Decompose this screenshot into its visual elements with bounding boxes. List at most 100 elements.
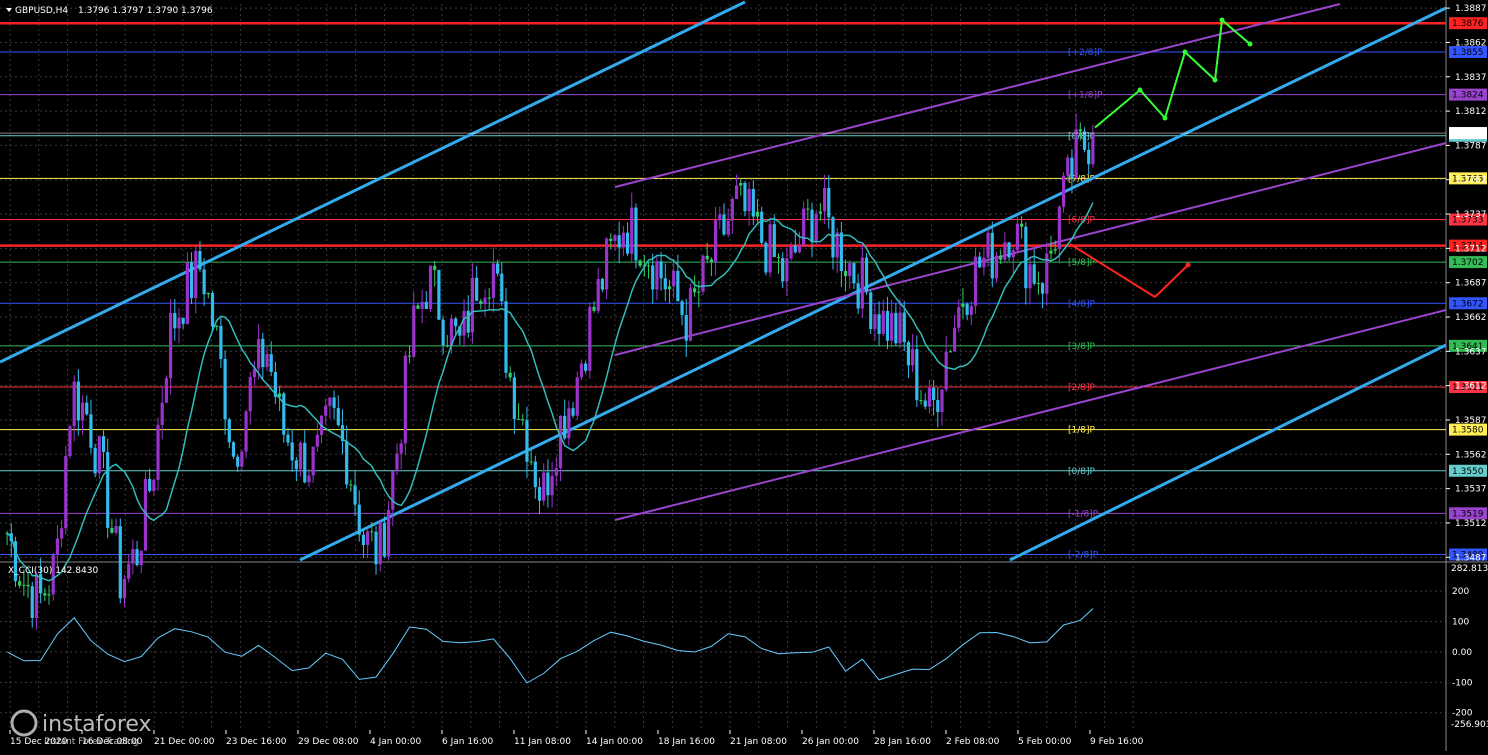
price-tag-value: 1.3672: [1452, 299, 1484, 309]
price-tag-value: 1.3641: [1452, 342, 1484, 352]
candle-body: [919, 400, 923, 402]
price-tag: [1449, 172, 1487, 185]
candle-body: [802, 208, 806, 246]
candle-body: [537, 487, 542, 501]
candle-body: [378, 522, 382, 565]
candle-body: [508, 372, 512, 378]
candle-body: [43, 593, 47, 596]
candle-body: [240, 451, 244, 467]
collapse-triangle-icon[interactable]: [6, 8, 12, 12]
time-axis: 15 Dec 2020 16 Dec 08:00 21 Dec 00:00 23 De…: [9, 730, 1144, 747]
cci-tick-label: 200: [1452, 587, 1469, 597]
candle-body: [148, 478, 152, 491]
candle-body: [563, 415, 567, 439]
candle-body: [672, 270, 676, 287]
candle-body: [915, 349, 919, 401]
candle-body: [567, 408, 571, 439]
chart-header[interactable]: GBPUSD,H4 1.3796 1.3797 1.3790 1.3796: [6, 6, 213, 16]
price-tag: [1449, 339, 1487, 352]
candle-body: [487, 297, 491, 299]
price-tag: [1449, 239, 1487, 252]
candle-body: [353, 485, 357, 505]
candle-body: [202, 269, 206, 295]
candle-body: [13, 541, 18, 582]
candle-body: [206, 292, 210, 295]
candle-body: [776, 257, 781, 259]
candle-body: [789, 245, 793, 259]
candle-body: [1003, 242, 1007, 260]
forecast-down-arrowhead-icon: [1185, 262, 1191, 268]
price-tag-value: 1.3550: [1452, 467, 1484, 477]
forecast-up-segment: [1164, 51, 1186, 119]
candle-body: [282, 393, 286, 435]
candle-body: [114, 526, 118, 533]
forecast-up-segment: [1221, 19, 1251, 45]
price-tag: [1449, 548, 1487, 561]
candle-body: [764, 242, 768, 273]
price-tag-value: 1.3855: [1452, 48, 1484, 58]
candle-body: [734, 185, 739, 200]
candle-body: [210, 292, 215, 327]
candle-body: [244, 411, 248, 452]
candle-body: [898, 312, 902, 344]
price-tick-label: 1.3537: [1455, 485, 1487, 495]
forecast-up-segment: [1214, 19, 1223, 81]
candle-body: [236, 456, 240, 467]
candle-body: [848, 263, 852, 277]
time-tick-label: 29 Dec 08:00: [298, 737, 359, 747]
candle-body: [638, 260, 642, 266]
time-tick-label: 11 Jan 08:00: [514, 737, 571, 747]
candle-body: [512, 377, 516, 419]
time-tick-label: 21 Dec 00:00: [154, 737, 215, 747]
candle-body: [621, 232, 625, 248]
candle-body: [72, 381, 76, 427]
price-tag-value: 1.3489: [1452, 551, 1484, 561]
candle-body: [705, 255, 709, 260]
time-tick-label: 15 Dec 2020: [10, 737, 68, 747]
candle-body: [89, 414, 93, 448]
candle-body: [76, 381, 80, 421]
candle-body: [1057, 206, 1061, 250]
candle-body: [1082, 131, 1087, 150]
symbol-timeframe: GBPUSD,H4: [15, 6, 68, 16]
price-tag: [1449, 297, 1487, 310]
candle-body: [118, 526, 122, 599]
candle-body: [617, 235, 621, 248]
candle-body: [747, 189, 751, 212]
candle-body: [1066, 157, 1070, 176]
candle-body: [60, 528, 64, 539]
candle-body: [827, 188, 831, 218]
candle-body: [831, 217, 835, 258]
candle-body: [709, 259, 713, 263]
candle-body: [936, 399, 940, 413]
candle-body: [85, 402, 89, 415]
candle-body: [416, 305, 420, 309]
price-tick-label: 1.3687: [1455, 279, 1487, 289]
murrey-level-label: [3/8]P: [1068, 342, 1096, 352]
candle-body: [139, 550, 143, 566]
candle-body: [64, 456, 68, 529]
murrey-level-label: [-2/8]P: [1068, 551, 1099, 561]
candle-body: [395, 453, 399, 472]
candle-body: [877, 314, 881, 334]
candle-body: [449, 318, 454, 346]
murrey-level-label: [8/8]P: [1068, 132, 1096, 142]
murrey-level-label: [6/8]P: [1068, 216, 1096, 226]
murrey-level-label: [7/8]P: [1068, 174, 1096, 184]
candle-body: [227, 419, 231, 443]
instaforex-logo-icon: [10, 709, 38, 737]
candle-body: [257, 338, 261, 369]
candle-body: [294, 460, 298, 470]
candle-body: [101, 436, 106, 453]
candle-body: [173, 312, 177, 329]
forecast-down-segment: [1154, 264, 1189, 298]
cci-max-label: 282.8131: [1451, 564, 1488, 574]
candle-body: [324, 405, 328, 416]
candle-body: [575, 377, 579, 416]
time-tick-label: 5 Feb 00:00: [1018, 737, 1072, 747]
candle-body: [475, 277, 479, 301]
candle-body: [957, 306, 961, 328]
candle-body: [504, 301, 508, 373]
candle-body: [864, 257, 869, 293]
